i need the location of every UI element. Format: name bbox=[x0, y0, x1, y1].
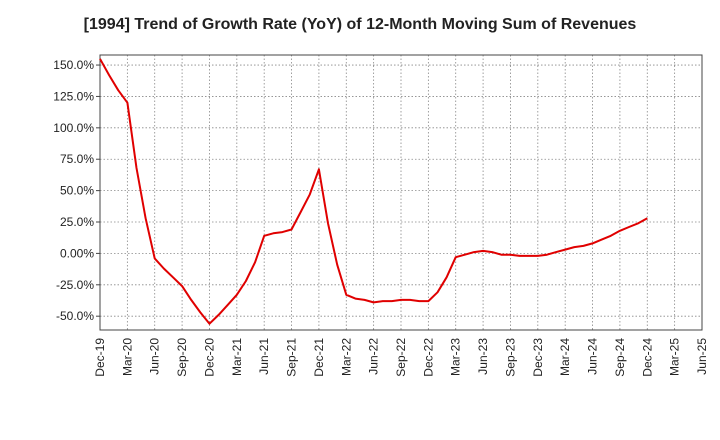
y-tick-label: -50.0% bbox=[56, 309, 94, 323]
x-tick-label: Dec-20 bbox=[202, 338, 216, 377]
x-tick-label: Jun-20 bbox=[148, 338, 162, 375]
x-tick-label: Jun-23 bbox=[476, 338, 490, 375]
y-tick-label: 0.00% bbox=[60, 246, 94, 260]
y-tick-label: 100.0% bbox=[53, 121, 94, 135]
x-tick-label: Mar-24 bbox=[558, 338, 572, 376]
x-tick-label: Jun-22 bbox=[367, 338, 381, 375]
x-tick-label: Jun-21 bbox=[257, 338, 271, 375]
y-tick-label: 75.0% bbox=[60, 152, 94, 166]
x-tick-label: Sep-20 bbox=[175, 338, 189, 377]
x-tick-label: Dec-24 bbox=[640, 338, 654, 377]
series-layer bbox=[99, 58, 648, 325]
y-tick-label: 50.0% bbox=[60, 184, 94, 198]
x-tick-label: Mar-20 bbox=[120, 338, 134, 376]
y-tick-label: 150.0% bbox=[53, 58, 94, 72]
chart-title: [1994] Trend of Growth Rate (YoY) of 12-… bbox=[83, 16, 637, 33]
x-tick-label: Mar-22 bbox=[339, 338, 353, 376]
y-tick-label: 25.0% bbox=[60, 215, 94, 229]
x-tick-label: Dec-23 bbox=[531, 338, 545, 377]
x-tick-label: Dec-22 bbox=[421, 338, 435, 377]
x-tick-label: Mar-21 bbox=[230, 338, 244, 376]
x-tick-label: Sep-21 bbox=[285, 338, 299, 377]
x-tick-label: Jun-24 bbox=[586, 338, 600, 375]
x-axis: Dec-19 Mar-20 Jun-20 Sep-20 Dec-20 Mar-21 Jun-… bbox=[93, 338, 709, 377]
x-tick-label: Mar-23 bbox=[449, 338, 463, 376]
x-tick-label: Dec-19 bbox=[93, 338, 107, 377]
x-tick-label: Sep-23 bbox=[503, 338, 517, 377]
x-tick-label: Jun-25 bbox=[695, 338, 709, 375]
y-axis: 150.0% 125.0% 100.0% 75.0% 50.0% 25.0% 0.00% -2… bbox=[53, 58, 100, 323]
x-tick-label: Mar-25 bbox=[668, 338, 682, 376]
x-tick-label: Sep-24 bbox=[613, 338, 627, 377]
y-tick-label: 125.0% bbox=[53, 89, 94, 103]
x-tick-label: Sep-22 bbox=[394, 338, 408, 377]
series-line bbox=[99, 58, 648, 325]
plot-frame bbox=[99, 54, 703, 331]
grid-layer bbox=[100, 55, 702, 330]
x-tick-label: Dec-21 bbox=[312, 338, 326, 377]
y-tick-label: -25.0% bbox=[56, 278, 94, 292]
